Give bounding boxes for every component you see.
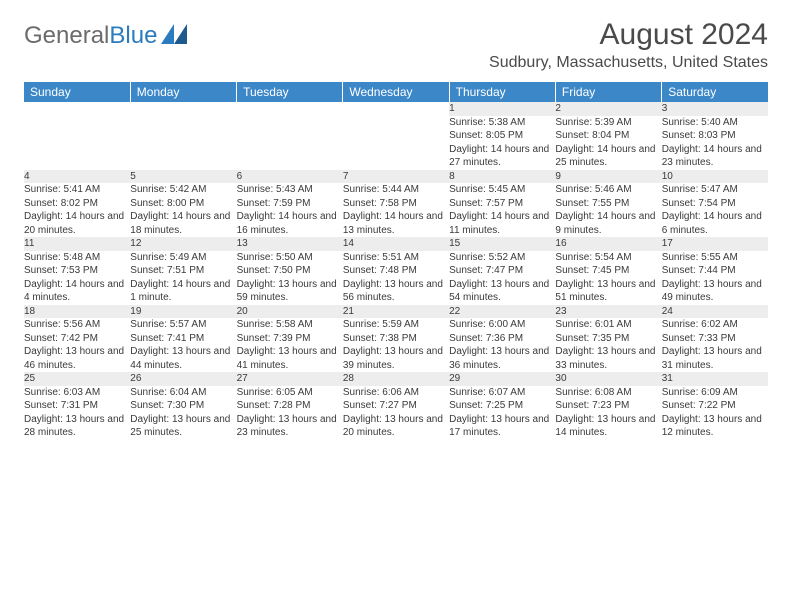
day-number-cell: 4 <box>24 170 130 184</box>
day-number-cell: 14 <box>343 237 449 251</box>
day-detail-cell <box>130 116 236 170</box>
day-header: Tuesday <box>237 82 343 102</box>
day-header: Saturday <box>662 82 768 102</box>
logo-text-blue: Blue <box>109 22 157 50</box>
day-detail-cell: Sunrise: 5:59 AMSunset: 7:38 PMDaylight:… <box>343 318 449 372</box>
day-number-row: 123 <box>24 102 768 116</box>
day-detail-cell: Sunrise: 5:44 AMSunset: 7:58 PMDaylight:… <box>343 183 449 237</box>
day-number-cell: 23 <box>555 305 661 319</box>
day-header: Monday <box>130 82 236 102</box>
day-number-row: 18192021222324 <box>24 305 768 319</box>
day-number-cell: 31 <box>662 372 768 386</box>
day-number-cell: 19 <box>130 305 236 319</box>
month-title: August 2024 <box>489 18 768 52</box>
day-number-cell: 17 <box>662 237 768 251</box>
day-detail-cell: Sunrise: 5:48 AMSunset: 7:53 PMDaylight:… <box>24 251 130 305</box>
day-detail-cell: Sunrise: 5:51 AMSunset: 7:48 PMDaylight:… <box>343 251 449 305</box>
logo: GeneralBlue <box>24 22 187 50</box>
day-number-cell: 25 <box>24 372 130 386</box>
day-detail-cell: Sunrise: 6:05 AMSunset: 7:28 PMDaylight:… <box>237 386 343 440</box>
day-number-cell: 20 <box>237 305 343 319</box>
day-detail-cell: Sunrise: 5:40 AMSunset: 8:03 PMDaylight:… <box>662 116 768 170</box>
day-number-cell: 16 <box>555 237 661 251</box>
day-detail-cell: Sunrise: 5:41 AMSunset: 8:02 PMDaylight:… <box>24 183 130 237</box>
day-detail-cell: Sunrise: 5:46 AMSunset: 7:55 PMDaylight:… <box>555 183 661 237</box>
day-detail-cell: Sunrise: 5:52 AMSunset: 7:47 PMDaylight:… <box>449 251 555 305</box>
day-number-cell <box>130 102 236 116</box>
day-number-cell: 12 <box>130 237 236 251</box>
day-number-row: 45678910 <box>24 170 768 184</box>
day-detail-cell: Sunrise: 5:58 AMSunset: 7:39 PMDaylight:… <box>237 318 343 372</box>
day-number-cell: 6 <box>237 170 343 184</box>
day-number-cell: 26 <box>130 372 236 386</box>
day-number-cell: 29 <box>449 372 555 386</box>
day-header: Thursday <box>449 82 555 102</box>
day-detail-cell: Sunrise: 6:00 AMSunset: 7:36 PMDaylight:… <box>449 318 555 372</box>
day-detail-cell: Sunrise: 6:06 AMSunset: 7:27 PMDaylight:… <box>343 386 449 440</box>
day-detail-cell: Sunrise: 5:47 AMSunset: 7:54 PMDaylight:… <box>662 183 768 237</box>
day-detail-cell: Sunrise: 6:01 AMSunset: 7:35 PMDaylight:… <box>555 318 661 372</box>
day-number-cell: 18 <box>24 305 130 319</box>
day-number-cell: 7 <box>343 170 449 184</box>
day-detail-cell: Sunrise: 5:49 AMSunset: 7:51 PMDaylight:… <box>130 251 236 305</box>
day-number-cell: 27 <box>237 372 343 386</box>
day-number-cell: 28 <box>343 372 449 386</box>
logo-mark-icon <box>161 24 187 44</box>
day-number-cell: 22 <box>449 305 555 319</box>
day-detail-cell: Sunrise: 6:03 AMSunset: 7:31 PMDaylight:… <box>24 386 130 440</box>
calendar-header-row: SundayMondayTuesdayWednesdayThursdayFrid… <box>24 82 768 102</box>
day-number-cell: 2 <box>555 102 661 116</box>
day-header: Wednesday <box>343 82 449 102</box>
logo-text-gray: General <box>24 22 109 50</box>
day-detail-row: Sunrise: 5:41 AMSunset: 8:02 PMDaylight:… <box>24 183 768 237</box>
day-header: Sunday <box>24 82 130 102</box>
day-detail-cell <box>24 116 130 170</box>
day-detail-row: Sunrise: 5:48 AMSunset: 7:53 PMDaylight:… <box>24 251 768 305</box>
day-detail-cell: Sunrise: 5:43 AMSunset: 7:59 PMDaylight:… <box>237 183 343 237</box>
day-detail-cell: Sunrise: 5:50 AMSunset: 7:50 PMDaylight:… <box>237 251 343 305</box>
day-detail-cell: Sunrise: 5:38 AMSunset: 8:05 PMDaylight:… <box>449 116 555 170</box>
header: GeneralBlue August 2024 Sudbury, Massach… <box>24 18 768 72</box>
day-detail-cell: Sunrise: 5:54 AMSunset: 7:45 PMDaylight:… <box>555 251 661 305</box>
day-detail-row: Sunrise: 6:03 AMSunset: 7:31 PMDaylight:… <box>24 386 768 440</box>
calendar-table: SundayMondayTuesdayWednesdayThursdayFrid… <box>24 82 768 440</box>
day-number-cell: 11 <box>24 237 130 251</box>
day-number-cell: 30 <box>555 372 661 386</box>
day-number-cell: 5 <box>130 170 236 184</box>
day-detail-cell: Sunrise: 5:45 AMSunset: 7:57 PMDaylight:… <box>449 183 555 237</box>
day-detail-row: Sunrise: 5:56 AMSunset: 7:42 PMDaylight:… <box>24 318 768 372</box>
day-detail-cell: Sunrise: 6:02 AMSunset: 7:33 PMDaylight:… <box>662 318 768 372</box>
day-detail-cell: Sunrise: 5:55 AMSunset: 7:44 PMDaylight:… <box>662 251 768 305</box>
day-number-cell: 24 <box>662 305 768 319</box>
day-number-cell <box>343 102 449 116</box>
day-number-cell: 1 <box>449 102 555 116</box>
day-number-row: 25262728293031 <box>24 372 768 386</box>
day-number-cell <box>237 102 343 116</box>
day-detail-cell: Sunrise: 5:39 AMSunset: 8:04 PMDaylight:… <box>555 116 661 170</box>
day-detail-cell: Sunrise: 6:08 AMSunset: 7:23 PMDaylight:… <box>555 386 661 440</box>
day-detail-cell: Sunrise: 5:57 AMSunset: 7:41 PMDaylight:… <box>130 318 236 372</box>
day-detail-cell: Sunrise: 6:07 AMSunset: 7:25 PMDaylight:… <box>449 386 555 440</box>
day-number-cell: 8 <box>449 170 555 184</box>
day-number-cell: 13 <box>237 237 343 251</box>
day-number-cell <box>24 102 130 116</box>
day-detail-cell <box>237 116 343 170</box>
day-number-cell: 9 <box>555 170 661 184</box>
day-detail-cell: Sunrise: 6:04 AMSunset: 7:30 PMDaylight:… <box>130 386 236 440</box>
day-detail-cell <box>343 116 449 170</box>
day-number-cell: 21 <box>343 305 449 319</box>
title-block: August 2024 Sudbury, Massachusetts, Unit… <box>489 18 768 72</box>
day-number-cell: 10 <box>662 170 768 184</box>
day-detail-row: Sunrise: 5:38 AMSunset: 8:05 PMDaylight:… <box>24 116 768 170</box>
day-detail-cell: Sunrise: 6:09 AMSunset: 7:22 PMDaylight:… <box>662 386 768 440</box>
day-number-cell: 3 <box>662 102 768 116</box>
day-header: Friday <box>555 82 661 102</box>
location-label: Sudbury, Massachusetts, United States <box>489 54 768 72</box>
day-number-cell: 15 <box>449 237 555 251</box>
day-detail-cell: Sunrise: 5:42 AMSunset: 8:00 PMDaylight:… <box>130 183 236 237</box>
day-number-row: 11121314151617 <box>24 237 768 251</box>
day-detail-cell: Sunrise: 5:56 AMSunset: 7:42 PMDaylight:… <box>24 318 130 372</box>
